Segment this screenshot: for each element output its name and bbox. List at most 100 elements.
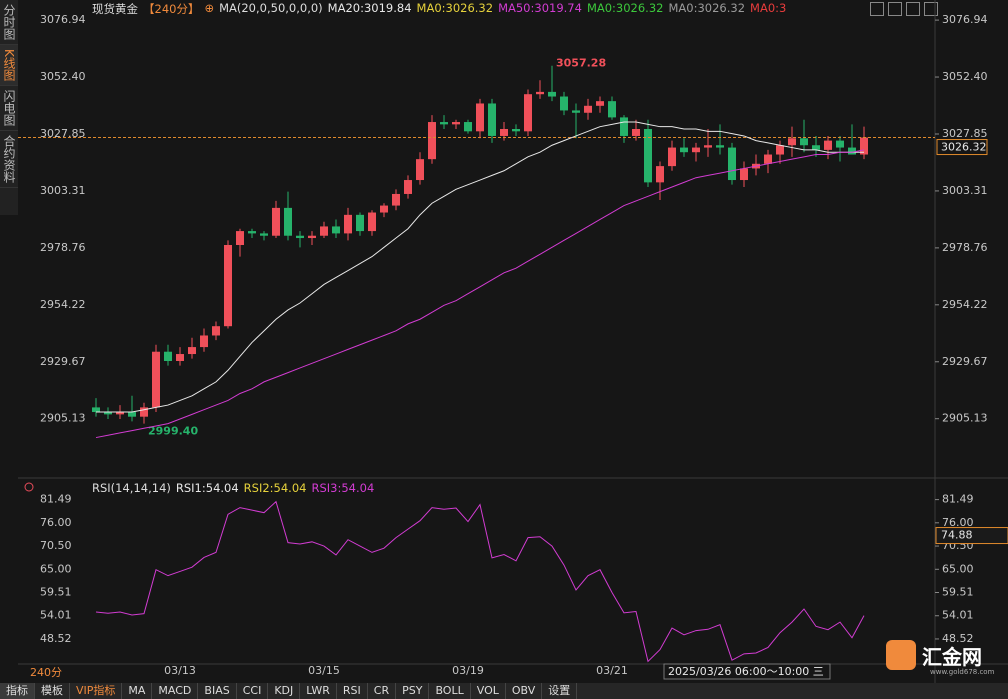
toolbar-item[interactable]: RSI [337, 683, 368, 699]
candle-body [824, 140, 832, 150]
toolbar-item[interactable]: BIAS [198, 683, 237, 699]
toolbar-item[interactable]: 模板 [35, 683, 70, 699]
candle-body [764, 154, 772, 164]
candle-body [260, 233, 268, 236]
series-line [95, 149, 865, 439]
candle-body [368, 212, 376, 232]
y-tick-label-left: 70.50 [40, 539, 72, 552]
candle-body [92, 407, 100, 413]
toolbar-item[interactable]: MACD [152, 683, 199, 699]
y-tick-label: 2954.22 [942, 298, 988, 311]
icon[interactable] [924, 2, 938, 16]
indicator: MA(20,0,50,0,0,0) [219, 1, 323, 15]
y-tick-label-left: 65.00 [40, 562, 72, 575]
candle-body [704, 145, 712, 148]
y-tick-label: 81.49 [942, 493, 974, 506]
candle-body [320, 226, 328, 236]
candle-body [224, 245, 232, 327]
y-tick-label: 2929.67 [942, 355, 988, 368]
add-icon[interactable]: ⊕ [204, 1, 215, 15]
toolbar-item[interactable]: CCI [237, 683, 269, 699]
y-tick-label: 3052.40 [942, 70, 988, 83]
candle-body [716, 145, 724, 148]
x-tick-label: 03/15 [308, 664, 340, 677]
sidebar-tab[interactable]: K线图 [0, 45, 18, 86]
title: 现货黄金 [92, 2, 138, 16]
toolbar-item[interactable]: 指标 [0, 683, 35, 699]
y-tick-label: 54.01 [942, 609, 974, 622]
series-line [95, 500, 865, 663]
candle-body [512, 129, 520, 132]
low-label: 2999.40 [148, 425, 198, 438]
status-box [663, 663, 831, 680]
candle-body [188, 347, 196, 355]
candle-body [476, 103, 484, 132]
icon[interactable] [906, 2, 920, 16]
toolbar-item[interactable]: LWR [300, 683, 337, 699]
legend-entry: RSI2:54.04 [243, 481, 307, 495]
candle-body [428, 122, 436, 160]
logo-icon [886, 640, 916, 670]
candle-body [740, 168, 748, 181]
x-tick-label: 03/13 [164, 664, 196, 677]
candle-body [344, 214, 352, 234]
candle-body [656, 166, 664, 183]
candle-body [836, 140, 844, 148]
candle-body [632, 129, 640, 136]
legend-entry: MA50:3019.74 [498, 1, 582, 15]
toolbar-item[interactable]: 设置 [542, 683, 578, 699]
x-tick-label: 03/21 [596, 664, 628, 677]
toolbar-item[interactable]: KDJ [268, 683, 301, 699]
candle-body [356, 214, 364, 232]
candle-body [572, 110, 580, 113]
period[interactable]: 【240分】 [143, 2, 200, 16]
logo-url: www.gold678.com [930, 668, 995, 676]
rsi-title: RSI(14,14,14) [92, 481, 171, 495]
candle-body [176, 354, 184, 361]
icon[interactable] [888, 2, 902, 16]
y-tick-label-left: 3003.31 [40, 184, 86, 197]
candle-body [464, 122, 472, 132]
candle-body [644, 129, 652, 183]
legend-entry: MA0:3026.32 [586, 1, 664, 15]
candle-body [728, 147, 736, 181]
candle-body [620, 117, 628, 136]
sidebar-tab[interactable]: 合约资料 [0, 131, 18, 188]
layout-icons [870, 2, 938, 16]
toolbar-item[interactable]: VOL [471, 683, 506, 699]
toolbar-item[interactable]: VIP指标 [70, 683, 123, 699]
status: 2025/03/26 06:00～10:00 三 [668, 665, 824, 678]
legend-entry: MA0:3026.32 [668, 1, 746, 15]
candle-body [848, 147, 856, 155]
candle-body [392, 193, 400, 206]
sidebar: 分时图 K线图 闪电图 合约资料 [0, 0, 18, 215]
toolbar-item[interactable]: BOLL [429, 683, 471, 699]
sidebar-tab[interactable]: 闪电图 [0, 86, 18, 131]
sidebar-tab[interactable]: 分时图 [0, 0, 18, 45]
candle-body [248, 231, 256, 234]
toolbar-item[interactable]: OBV [506, 683, 543, 699]
toolbar-item[interactable]: MA [122, 683, 153, 699]
candle-body [500, 129, 508, 136]
legend-entry: RSI1:54.04 [175, 481, 239, 495]
y-tick-label-left: 2978.76 [40, 241, 86, 254]
toolbar-item[interactable]: CR [368, 683, 397, 699]
candle-body [692, 147, 700, 153]
y-tick-label-left: 3027.85 [40, 127, 86, 140]
y-tick-label: 2978.76 [942, 241, 988, 254]
y-tick-label: 3027.85 [942, 127, 988, 140]
candle-body [236, 231, 244, 245]
y-tick-label: 3003.31 [942, 184, 988, 197]
y-tick-label: 76.00 [942, 516, 974, 529]
period-label: 240分 [30, 666, 62, 679]
y-tick-label-left: 2905.13 [40, 412, 86, 425]
candle-body [560, 96, 568, 111]
toolbar-item[interactable]: PSY [396, 683, 430, 699]
candle-body [416, 159, 424, 181]
y-tick-label-left: 3076.94 [40, 13, 86, 26]
icon[interactable] [870, 2, 884, 16]
y-tick-label: 65.00 [942, 562, 974, 575]
y-tick-label-left: 2954.22 [40, 298, 86, 311]
legend-entry: MA20:3019.84 [327, 1, 412, 15]
rsi-settings [24, 482, 34, 492]
